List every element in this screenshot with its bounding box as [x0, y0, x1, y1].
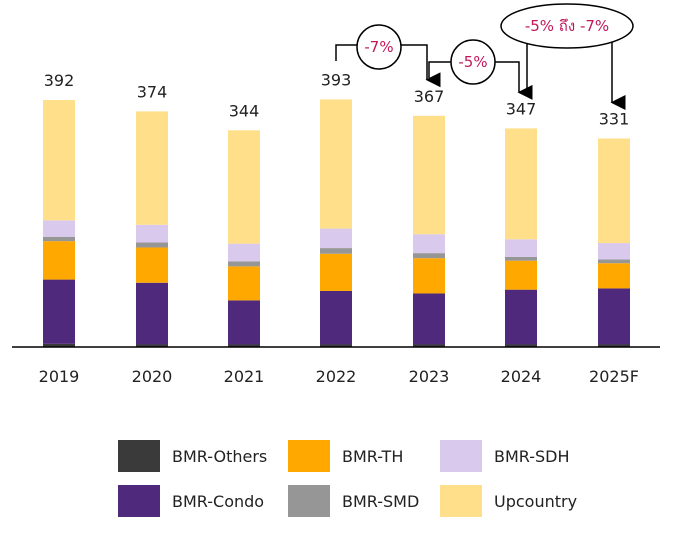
bar-segment-bmr-smd-2022	[320, 248, 352, 254]
bars-group	[43, 99, 630, 347]
bar-segment-bmr-others-2023	[413, 344, 445, 347]
bar-segment-upcountry-2025f	[598, 138, 630, 244]
x-tick-label: 2025F	[589, 367, 639, 386]
bar-segment-bmr-smd-2020	[136, 242, 168, 248]
bar-segment-bmr-others-2022	[320, 344, 352, 347]
bar-segment-bmr-condo-2022	[320, 290, 352, 345]
bar-segment-bmr-condo-2024	[505, 289, 537, 345]
total-label: 347	[506, 99, 537, 118]
legend-swatch	[118, 485, 160, 517]
bar-segment-bmr-th-2023	[413, 258, 445, 294]
growth-annotation: -7%	[335, 24, 441, 88]
legend-item-bmr-condo: BMR-Condo	[118, 485, 264, 517]
bar-segment-bmr-th-2022	[320, 253, 352, 291]
bar-segment-bmr-sdh-2025f	[598, 243, 630, 260]
bar-segment-bmr-th-2025f	[598, 263, 630, 289]
bar-segment-bmr-th-2021	[228, 266, 260, 301]
growth-bubble	[450, 39, 496, 85]
bar-segment-bmr-smd-2023	[413, 253, 445, 259]
bar-segment-bmr-sdh-2019	[43, 220, 75, 237]
bar-segment-bmr-th-2020	[136, 247, 168, 283]
x-tick-label: 2019	[39, 367, 80, 386]
legend-item-bmr-others: BMR-Others	[118, 440, 267, 472]
legend-item-upcountry: Upcountry	[440, 485, 577, 517]
total-label: 344	[229, 101, 260, 120]
bar-segment-bmr-smd-2021	[228, 261, 260, 267]
legend-label: BMR-SDH	[494, 446, 570, 466]
total-label: 331	[599, 109, 630, 128]
x-tick-label: 2021	[224, 367, 265, 386]
bar-segment-upcountry-2020	[136, 111, 168, 225]
bar-segment-upcountry-2021	[228, 130, 260, 244]
bar-segment-bmr-sdh-2024	[505, 239, 537, 257]
bar-segment-bmr-condo-2021	[228, 300, 260, 345]
growth-label: -5% ถึง -7%	[525, 17, 609, 35]
bar-segment-bmr-sdh-2023	[413, 234, 445, 254]
legend-label: BMR-TH	[342, 446, 404, 466]
x-tick-label: 2024	[501, 367, 542, 386]
total-label: 367	[414, 87, 445, 106]
legend-swatch	[440, 485, 482, 517]
total-label: 374	[137, 82, 168, 101]
legend-label: BMR-Others	[172, 446, 268, 466]
total-labels: 392 374 344 393 367 347 331	[44, 70, 630, 128]
bar-segment-bmr-condo-2025f	[598, 288, 630, 345]
annotations-group: -7% -5% -5% ถึง -7%	[335, 3, 634, 110]
growth-label: -7%	[364, 38, 393, 56]
total-label: 393	[321, 70, 352, 89]
bar-segment-bmr-condo-2020	[136, 282, 168, 345]
legend-swatch	[288, 485, 330, 517]
bar-segment-bmr-sdh-2022	[320, 228, 352, 249]
bar-segment-bmr-others-2021	[228, 344, 260, 347]
legend-swatch	[440, 440, 482, 472]
bar-segment-bmr-sdh-2021	[228, 243, 260, 262]
bar-segment-upcountry-2024	[505, 128, 537, 240]
bar-segment-bmr-smd-2025f	[598, 259, 630, 264]
growth-label: -5%	[458, 53, 487, 71]
legend-label: BMR-SMD	[342, 491, 420, 511]
bar-segment-bmr-smd-2019	[43, 236, 75, 242]
bar-segment-bmr-th-2024	[505, 260, 537, 290]
growth-bubble	[356, 24, 402, 70]
growth-annotation: -5%	[428, 39, 533, 100]
x-tick-label: 2020	[132, 367, 173, 386]
bar-segment-upcountry-2022	[320, 99, 352, 229]
legend-item-bmr-th: BMR-TH	[288, 440, 403, 472]
bar-segment-bmr-sdh-2020	[136, 224, 168, 243]
bar-segment-bmr-smd-2024	[505, 256, 537, 261]
x-tick-labels: 2019 2020 2021 2022 2023 2024 2025F	[39, 367, 639, 386]
bar-segment-bmr-condo-2019	[43, 279, 75, 344]
bar-segment-bmr-others-2019	[43, 343, 75, 347]
bar-segment-upcountry-2019	[43, 100, 75, 221]
bar-segment-bmr-others-2024	[505, 344, 537, 347]
growth-annotation: -5% ถึง -7%	[500, 3, 634, 110]
legend-label: Upcountry	[494, 491, 578, 511]
x-tick-label: 2023	[409, 367, 450, 386]
legend-label: BMR-Condo	[172, 491, 265, 511]
bar-segment-bmr-th-2019	[43, 241, 75, 280]
legend-item-bmr-sdh: BMR-SDH	[440, 440, 570, 472]
total-label: 392	[44, 71, 75, 90]
bar-segment-upcountry-2023	[413, 115, 445, 235]
growth-bubble	[500, 3, 634, 49]
x-tick-label: 2022	[316, 367, 357, 386]
legend: BMR-Others BMR-TH BMR-SDH BMR-Condo BMR-SMD U…	[118, 440, 618, 520]
bar-segment-bmr-others-2025f	[598, 344, 630, 347]
legend-item-bmr-smd: BMR-SMD	[288, 485, 419, 517]
bar-segment-bmr-others-2020	[136, 344, 168, 347]
legend-swatch	[288, 440, 330, 472]
bar-segment-bmr-condo-2023	[413, 293, 445, 345]
legend-swatch	[118, 440, 160, 472]
